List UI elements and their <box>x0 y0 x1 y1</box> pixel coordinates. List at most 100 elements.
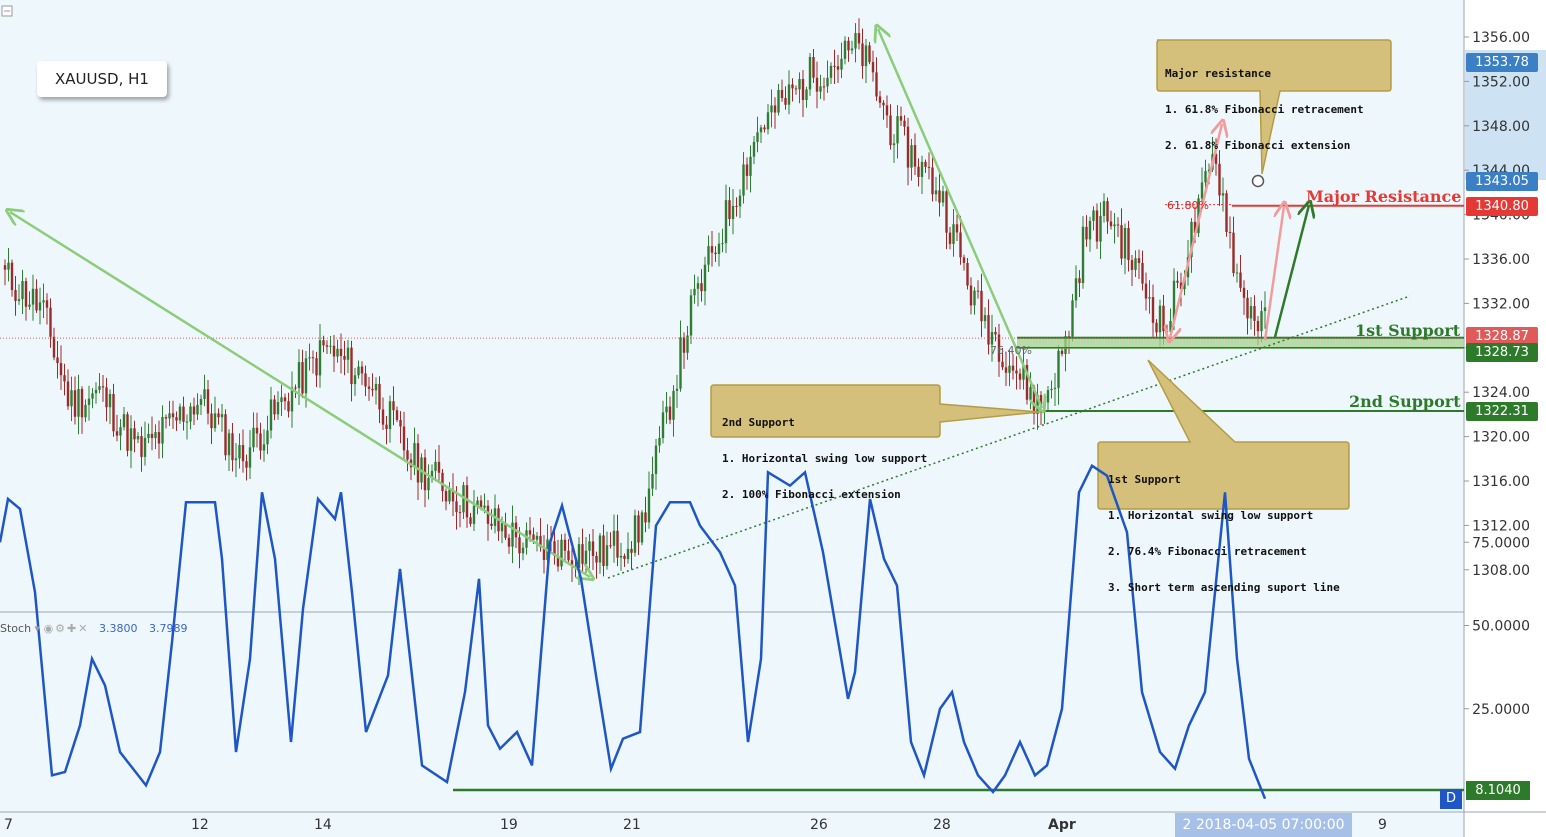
price-tick-label: 1332.00 <box>1472 296 1530 312</box>
candle-body <box>633 515 637 553</box>
candle-body <box>192 406 196 415</box>
price-tick-label: 1312.00 <box>1472 518 1530 534</box>
candle-body <box>959 232 962 258</box>
candle-body <box>833 65 836 67</box>
candle-body <box>119 427 122 436</box>
candle-body <box>1144 283 1148 299</box>
candle-body <box>584 550 588 564</box>
callout-line: 1. Horizontal swing low support <box>1108 509 1314 522</box>
candle-body <box>745 164 749 176</box>
candle-body <box>231 433 234 461</box>
candle-body <box>847 40 850 51</box>
candle-body <box>770 105 773 113</box>
candle-body <box>836 66 840 70</box>
candle-body <box>472 505 476 524</box>
candle-body <box>581 544 584 564</box>
candle-body <box>591 541 595 556</box>
candle-body <box>157 432 161 444</box>
candle-body <box>567 550 570 561</box>
price-tick-label: 1308.00 <box>1472 563 1530 579</box>
candle-body <box>1148 297 1151 299</box>
callout-line: 1. Horizontal swing low support <box>722 452 928 465</box>
candle-body <box>693 288 696 296</box>
candle-body <box>490 523 493 526</box>
stoch-header[interactable]: Stoch ▾ ◉⚙✚✕ 3.3800 3.7989 <box>0 622 187 635</box>
candle-body <box>136 436 140 440</box>
candle-body <box>1249 306 1253 319</box>
candle-body <box>829 65 833 78</box>
callout-title: Major resistance <box>1165 67 1271 80</box>
candle-body <box>1116 224 1120 226</box>
candle-body <box>703 264 707 292</box>
callout-line: 2. 100% Fibonacci extension <box>722 488 901 501</box>
price-tick-label: 1356.00 <box>1472 30 1530 46</box>
candle-body <box>773 105 777 113</box>
candle-body <box>896 116 899 144</box>
price-tag: 1328.73 <box>1466 342 1538 362</box>
candle-body <box>1078 278 1081 284</box>
candle-body <box>679 337 682 389</box>
candle-body <box>521 547 525 554</box>
candle-body <box>1130 260 1134 270</box>
candle-body <box>1151 297 1155 323</box>
candle-body <box>1057 350 1060 388</box>
fib-764-label: 76.40% <box>990 344 1032 357</box>
candle-body <box>864 45 868 67</box>
candle-body <box>283 397 287 402</box>
candle-body <box>367 386 371 389</box>
candle-body <box>1260 311 1263 332</box>
major-resistance-label: Major Resistance <box>1306 187 1462 206</box>
candle-body <box>45 300 49 308</box>
candle-body <box>899 116 903 121</box>
candle-body <box>318 340 322 376</box>
candle-body <box>752 141 756 157</box>
candle-body <box>1127 228 1130 261</box>
candle-body <box>969 285 973 306</box>
candle-body <box>1246 297 1249 319</box>
candle-body <box>126 414 129 451</box>
indicator-tools-icon[interactable]: ◉⚙✚✕ <box>43 622 90 635</box>
candle-body <box>994 331 997 335</box>
callout-title: 1st Support <box>1108 473 1181 486</box>
candle-body <box>941 191 945 203</box>
candle-body <box>322 340 325 346</box>
candle-body <box>357 366 360 376</box>
candle-body <box>987 315 990 345</box>
candle-body <box>339 348 343 357</box>
price-tick-label: 1316.00 <box>1472 474 1530 490</box>
candle-body <box>154 432 157 439</box>
candle-body <box>861 43 864 67</box>
candle-body <box>1158 305 1162 333</box>
candle-body <box>910 145 913 168</box>
candle-body <box>266 430 269 445</box>
candle-body <box>1228 232 1232 234</box>
candle-body <box>1263 307 1267 312</box>
candle-body <box>651 474 654 489</box>
candle-body <box>371 388 374 391</box>
chevron-down-icon[interactable]: ▾ <box>34 622 41 635</box>
candle-body <box>59 363 63 376</box>
candle-body <box>661 412 665 439</box>
candle-body <box>857 33 861 44</box>
candle-body <box>308 357 311 359</box>
candle-body <box>1018 373 1022 380</box>
candle-body <box>675 388 679 391</box>
stoch-label: Stoch <box>0 622 32 635</box>
symbol-label: XAUUSD, H1 <box>37 61 167 97</box>
candle-body <box>38 302 42 311</box>
candle-body <box>1137 258 1141 264</box>
candle-body <box>623 555 626 560</box>
d-button[interactable]: D <box>1440 789 1462 809</box>
candle-body <box>854 33 857 49</box>
stoch-value-1: 3.3800 <box>98 622 138 635</box>
price-tick-label: 1336.00 <box>1472 252 1530 268</box>
first-support-label: 1st Support <box>1355 321 1461 340</box>
candle-body <box>843 40 847 59</box>
candle-body <box>871 62 875 73</box>
candle-body <box>682 337 686 353</box>
price-tag: 1340.80 <box>1466 196 1538 216</box>
candle-body <box>7 262 10 270</box>
candle-body <box>952 224 955 244</box>
candle-body <box>742 164 745 196</box>
